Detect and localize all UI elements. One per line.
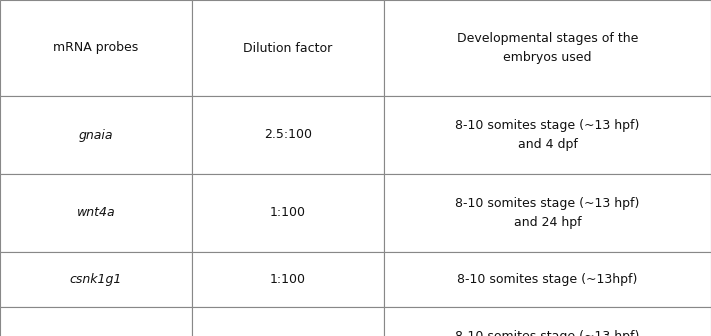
Text: 8-10 somites stage (~13hpf): 8-10 somites stage (~13hpf) [457,273,638,286]
Bar [0,96,192,174]
Text: mRNA probes: mRNA probes [53,42,139,54]
Bar [384,174,711,252]
Text: 8-10 somites stage (~13 hpf)
and 4 dpf: 8-10 somites stage (~13 hpf) and 4 dpf [455,119,640,151]
Bar [192,96,384,174]
Bar [192,0,384,96]
Text: Dilution factor: Dilution factor [243,42,333,54]
Bar [0,307,192,336]
Text: 2.5:100: 2.5:100 [264,128,312,141]
Text: wnt4a: wnt4a [77,207,115,219]
Bar [192,174,384,252]
Bar [0,0,192,96]
Bar [192,252,384,307]
Text: gnaia: gnaia [79,128,113,141]
Text: 8-10 somites stage (~13 hpf)
and 24 hpf: 8-10 somites stage (~13 hpf) and 24 hpf [455,197,640,229]
Bar [384,0,711,96]
Bar [384,252,711,307]
Text: 1:100: 1:100 [270,273,306,286]
Bar [384,96,711,174]
Bar [192,307,384,336]
Text: 1:100: 1:100 [270,207,306,219]
Bar [0,174,192,252]
Bar [384,307,711,336]
Bar [0,252,192,307]
Text: 8-10 somites stage (~13 hpf)
and 24 hpf: 8-10 somites stage (~13 hpf) and 24 hpf [455,330,640,336]
Text: Developmental stages of the
embryos used: Developmental stages of the embryos used [456,32,638,64]
Text: csnk1g1: csnk1g1 [70,273,122,286]
